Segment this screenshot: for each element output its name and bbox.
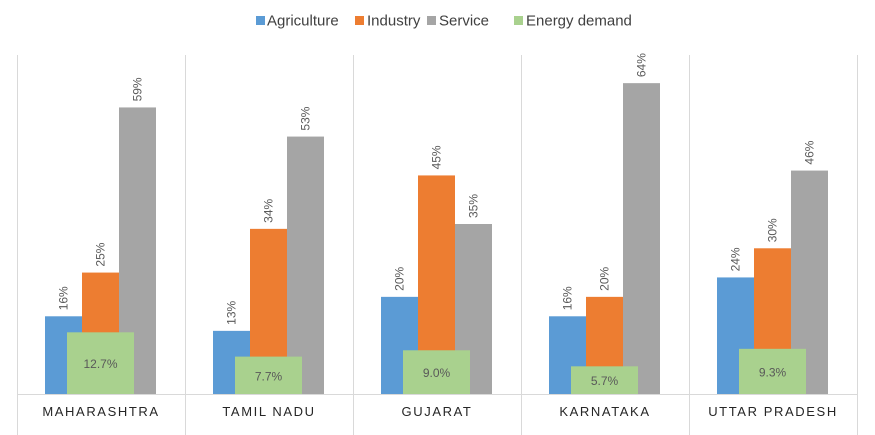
legend-swatch-industry [355, 16, 364, 25]
legend-label-industry: Industry [367, 13, 421, 30]
category-label: UTTAR PRADESH [708, 404, 838, 419]
data-label-industry: 25% [94, 242, 108, 266]
bar-service [287, 136, 324, 395]
data-label-agriculture: 20% [393, 267, 407, 291]
data-label-industry: 20% [598, 267, 612, 291]
data-label-service: 46% [803, 140, 817, 164]
bars [45, 83, 828, 395]
data-label-energy-demand: 9.0% [423, 366, 451, 380]
bar-service [623, 83, 660, 395]
category-label: MAHARASHTRA [42, 404, 159, 419]
data-label-energy-demand: 9.3% [759, 365, 787, 379]
bar-energy-demand [403, 350, 470, 394]
category-dividers [17, 55, 858, 435]
category-label: TAMIL NADU [222, 404, 315, 419]
data-label-industry: 34% [262, 199, 276, 223]
category-label: KARNATAKA [559, 404, 650, 419]
data-label-service: 35% [467, 194, 481, 218]
data-label-agriculture: 13% [225, 301, 239, 325]
data-label-energy-demand: 12.7% [83, 357, 117, 371]
bar-energy-demand [571, 366, 638, 394]
legend-swatch-service [427, 16, 436, 25]
category-labels: MAHARASHTRA TAMIL NADU GUJARAT KARNATAKA UTT… [42, 404, 838, 419]
legend-label-energy-demand: Energy demand [526, 13, 632, 30]
data-label-industry: 45% [430, 145, 444, 169]
category-label: GUJARAT [402, 404, 473, 419]
data-label-service: 59% [131, 77, 145, 101]
data-label-energy-demand: 7.7% [255, 369, 283, 383]
data-label-industry: 30% [766, 218, 780, 242]
bar-energy-demand [235, 356, 302, 394]
legend-swatch-agriculture [256, 16, 265, 25]
data-label-agriculture: 16% [57, 286, 71, 310]
legend-swatch-energy-demand [514, 16, 523, 25]
data-label-agriculture: 24% [729, 247, 743, 271]
legend-label-service: Service [439, 13, 489, 30]
bar-energy-demand [67, 332, 134, 394]
bar-energy-demand [739, 348, 806, 394]
data-label-service: 53% [299, 106, 313, 130]
legend: Agriculture Industry Service Energy demand [256, 13, 632, 30]
legend-label-agriculture: Agriculture [267, 13, 339, 30]
data-labels: 16% 25% 59% 12.7% 13% 34% 53% 7.7% 20% 45% 35% 9.0%… [57, 53, 817, 388]
data-label-agriculture: 16% [561, 286, 575, 310]
data-label-energy-demand: 5.7% [591, 374, 619, 388]
data-label-service: 64% [635, 53, 649, 77]
